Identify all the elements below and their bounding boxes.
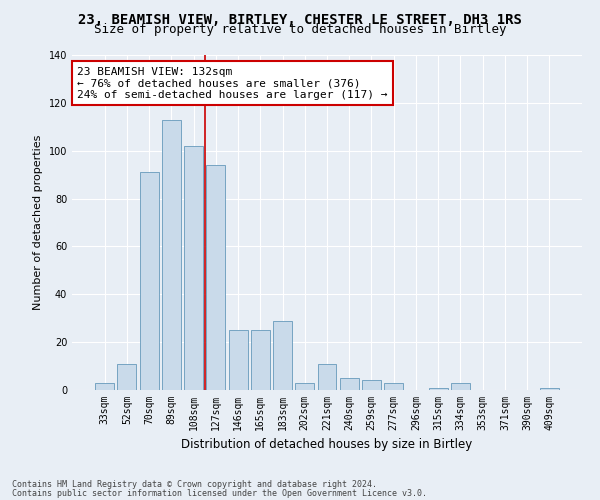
X-axis label: Distribution of detached houses by size in Birtley: Distribution of detached houses by size … bbox=[181, 438, 473, 452]
Bar bbox=[340, 378, 359, 390]
Bar bbox=[95, 383, 114, 390]
Bar bbox=[273, 320, 292, 390]
Bar bbox=[229, 330, 248, 390]
Bar bbox=[251, 330, 270, 390]
Text: Contains public sector information licensed under the Open Government Licence v3: Contains public sector information licen… bbox=[12, 488, 427, 498]
Bar bbox=[140, 172, 158, 390]
Bar bbox=[429, 388, 448, 390]
Bar bbox=[118, 364, 136, 390]
Text: Size of property relative to detached houses in Birtley: Size of property relative to detached ho… bbox=[94, 22, 506, 36]
Bar bbox=[317, 364, 337, 390]
Bar bbox=[295, 383, 314, 390]
Bar bbox=[384, 383, 403, 390]
Bar bbox=[451, 383, 470, 390]
Bar bbox=[540, 388, 559, 390]
Text: Contains HM Land Registry data © Crown copyright and database right 2024.: Contains HM Land Registry data © Crown c… bbox=[12, 480, 377, 489]
Text: 23, BEAMISH VIEW, BIRTLEY, CHESTER LE STREET, DH3 1RS: 23, BEAMISH VIEW, BIRTLEY, CHESTER LE ST… bbox=[78, 12, 522, 26]
Bar bbox=[184, 146, 203, 390]
Bar bbox=[206, 165, 225, 390]
Y-axis label: Number of detached properties: Number of detached properties bbox=[33, 135, 43, 310]
Text: 23 BEAMISH VIEW: 132sqm
← 76% of detached houses are smaller (376)
24% of semi-d: 23 BEAMISH VIEW: 132sqm ← 76% of detache… bbox=[77, 66, 388, 100]
Bar bbox=[362, 380, 381, 390]
Bar bbox=[162, 120, 181, 390]
